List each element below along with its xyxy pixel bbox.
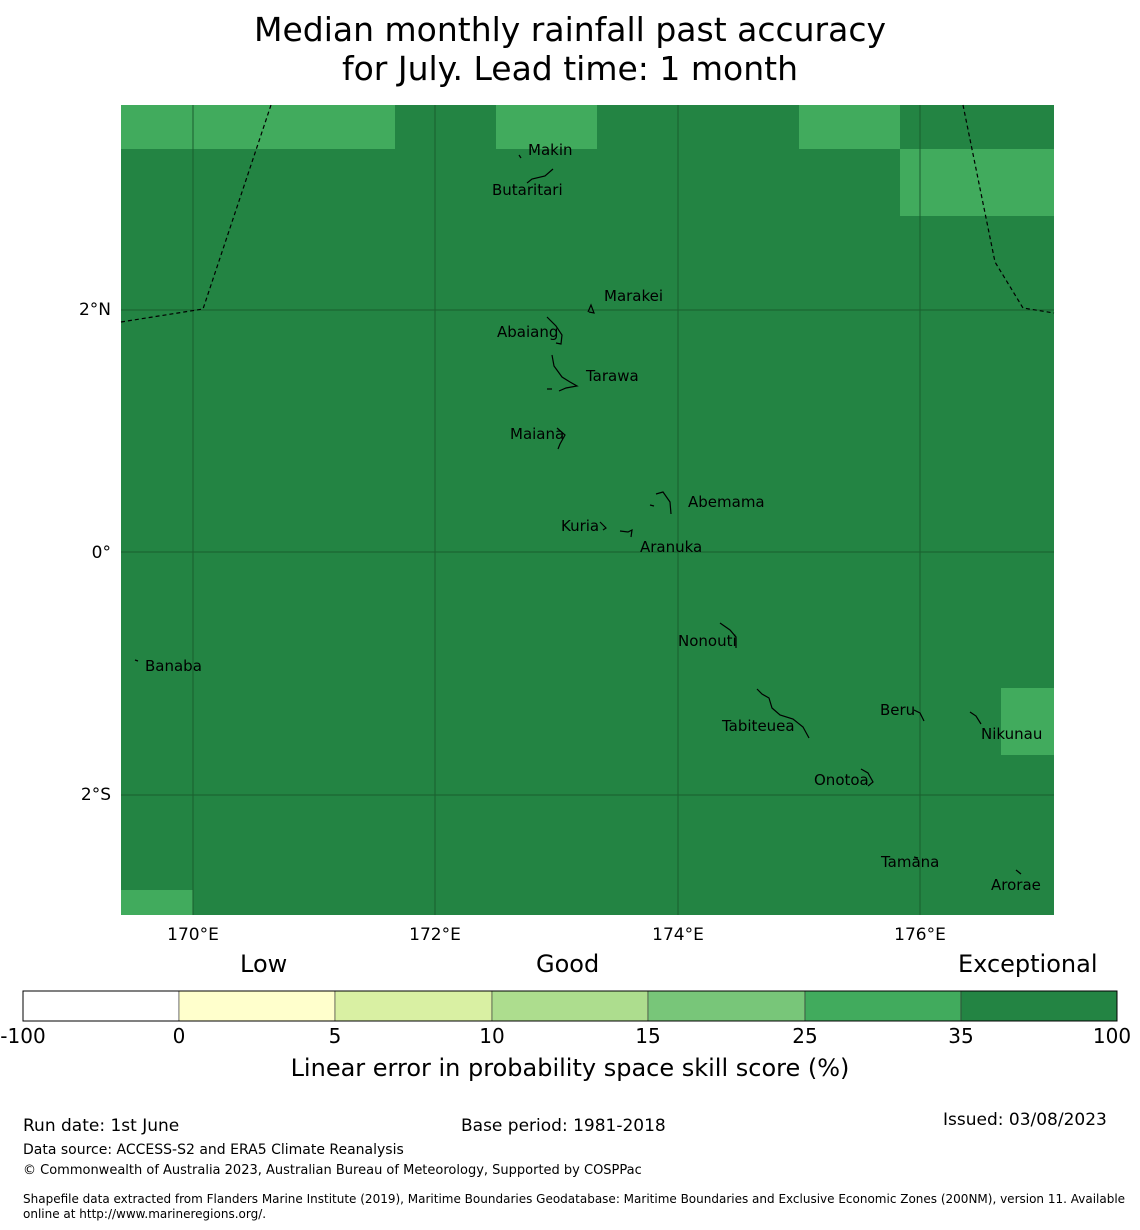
skill-cell bbox=[799, 105, 900, 149]
island-label-nikunau: Nikunau bbox=[981, 725, 1042, 743]
colorbar-tick: 5 bbox=[328, 1024, 342, 1048]
eez-boundary-east bbox=[962, 104, 1055, 314]
issued-date: Issued: 03/08/2023 bbox=[943, 1110, 1107, 1130]
island-outline bbox=[551, 354, 579, 392]
island-outline bbox=[655, 491, 672, 515]
island-outline bbox=[599, 521, 607, 531]
colorbar-segment bbox=[334, 990, 493, 1022]
colorbar-category-good: Good bbox=[536, 950, 600, 978]
colorbar-frame bbox=[22, 990, 1118, 1022]
skill-cell bbox=[496, 105, 597, 149]
colorbar-category-low: Low bbox=[240, 950, 288, 978]
colorbar-tick: 0 bbox=[172, 1024, 186, 1048]
colorbar-segment bbox=[804, 990, 962, 1022]
colorbar-category-exceptional: Exceptional bbox=[958, 950, 1098, 978]
island-label-abaiang: Abaiang bbox=[497, 323, 558, 341]
lon-tick-label: 172°E bbox=[409, 925, 461, 945]
island-label-nonouti: Nonouti bbox=[678, 632, 737, 650]
island-label-arorae: Arorae bbox=[991, 876, 1041, 894]
lon-tick-label: 176°E bbox=[894, 925, 946, 945]
colorbar-segment bbox=[178, 990, 336, 1022]
island-label-tabiteuea: Tabiteuea bbox=[721, 717, 795, 735]
island-label-beru: Beru bbox=[880, 701, 915, 719]
island-label-tarawa: Tarawa bbox=[585, 367, 639, 385]
skill-cell bbox=[121, 890, 193, 915]
island-outline bbox=[860, 768, 874, 787]
skill-cell bbox=[900, 149, 1054, 216]
colorbar-segment bbox=[22, 990, 180, 1022]
lon-tick-label: 174°E bbox=[652, 925, 704, 945]
island-label-makin: Makin bbox=[528, 141, 573, 159]
island-outline bbox=[913, 856, 919, 859]
colorbar-tick: 100 bbox=[1092, 1024, 1132, 1048]
island-label-butaritari: Butaritari bbox=[492, 181, 563, 199]
island-outline bbox=[1015, 869, 1022, 875]
skill-cell bbox=[121, 105, 395, 149]
island-label-kuria: Kuria bbox=[561, 517, 599, 535]
colorbar-tick: 25 bbox=[792, 1024, 818, 1048]
title-line-1: Median monthly rainfall past accuracy bbox=[253, 10, 887, 49]
colorbar bbox=[22, 990, 1118, 1022]
graticule bbox=[121, 105, 1054, 915]
island-outline bbox=[756, 688, 810, 739]
shapefile-credit-line-2: online at http://www.marineregions.org/. bbox=[23, 1207, 267, 1221]
eez-boundaries bbox=[120, 104, 1055, 323]
island-outline bbox=[526, 168, 554, 184]
title-line-2: for July. Lead time: 1 month bbox=[341, 49, 798, 88]
island-label-abemama: Abemama bbox=[688, 493, 765, 511]
island-outline bbox=[969, 711, 982, 725]
shapefile-credit-line-1: Shapefile data extracted from Flanders M… bbox=[23, 1192, 1126, 1206]
island-outline bbox=[719, 622, 737, 648]
colorbar-tick: 10 bbox=[479, 1024, 505, 1048]
copyright: © Commonwealth of Australia 2023, Austra… bbox=[23, 1163, 642, 1178]
island-label-onotoa: Onotoa bbox=[814, 771, 869, 789]
island-outline bbox=[134, 659, 139, 662]
eez-boundary-west bbox=[120, 104, 272, 323]
island-outline bbox=[619, 528, 633, 538]
island-label-banaba: Banaba bbox=[145, 657, 202, 675]
data-source: Data source: ACCESS-S2 and ERA5 Climate … bbox=[23, 1142, 404, 1158]
colorbar-segment bbox=[960, 990, 1118, 1022]
lat-tick-label: 0° bbox=[92, 543, 111, 563]
colorbar-tick: 35 bbox=[948, 1024, 974, 1048]
island-outline bbox=[518, 154, 522, 159]
island-outline bbox=[546, 316, 563, 345]
skill-cell bbox=[1001, 688, 1054, 755]
colorbar-segment bbox=[491, 990, 649, 1022]
run-date: Run date: 1st June bbox=[23, 1116, 180, 1136]
island-outline bbox=[556, 427, 566, 450]
island-outline bbox=[587, 303, 595, 314]
island-outline bbox=[649, 504, 655, 507]
island-outline bbox=[913, 709, 925, 722]
map-title: Median monthly rainfall past accuracy fo… bbox=[0, 10, 1140, 88]
island-label-marakei: Marakei bbox=[604, 287, 663, 305]
colorbar-tick: -100 bbox=[0, 1024, 46, 1048]
base-period: Base period: 1981-2018 bbox=[461, 1116, 666, 1136]
lat-tick-label: 2°S bbox=[81, 785, 111, 805]
colorbar-tick: 15 bbox=[635, 1024, 661, 1048]
lon-tick-label: 170°E bbox=[167, 925, 219, 945]
island-label-aranuka: Aranuka bbox=[640, 538, 702, 556]
lat-tick-label: 2°N bbox=[79, 300, 111, 320]
colorbar-label: Linear error in probability space skill … bbox=[290, 1054, 850, 1082]
colorbar-segment bbox=[647, 990, 806, 1022]
axis-labels: 170°E 172°E 174°E 176°E 2°N 0° 2°S bbox=[79, 300, 946, 945]
island-labels: Makin Butaritari Marakei Abaiang Tarawa … bbox=[145, 141, 1042, 894]
skill-cells bbox=[121, 105, 1054, 915]
island-outlines bbox=[134, 154, 1022, 875]
island-label-maiana: Maiana bbox=[510, 425, 564, 443]
island-label-tamana: Tamana bbox=[880, 853, 939, 871]
map-background bbox=[121, 105, 1054, 915]
